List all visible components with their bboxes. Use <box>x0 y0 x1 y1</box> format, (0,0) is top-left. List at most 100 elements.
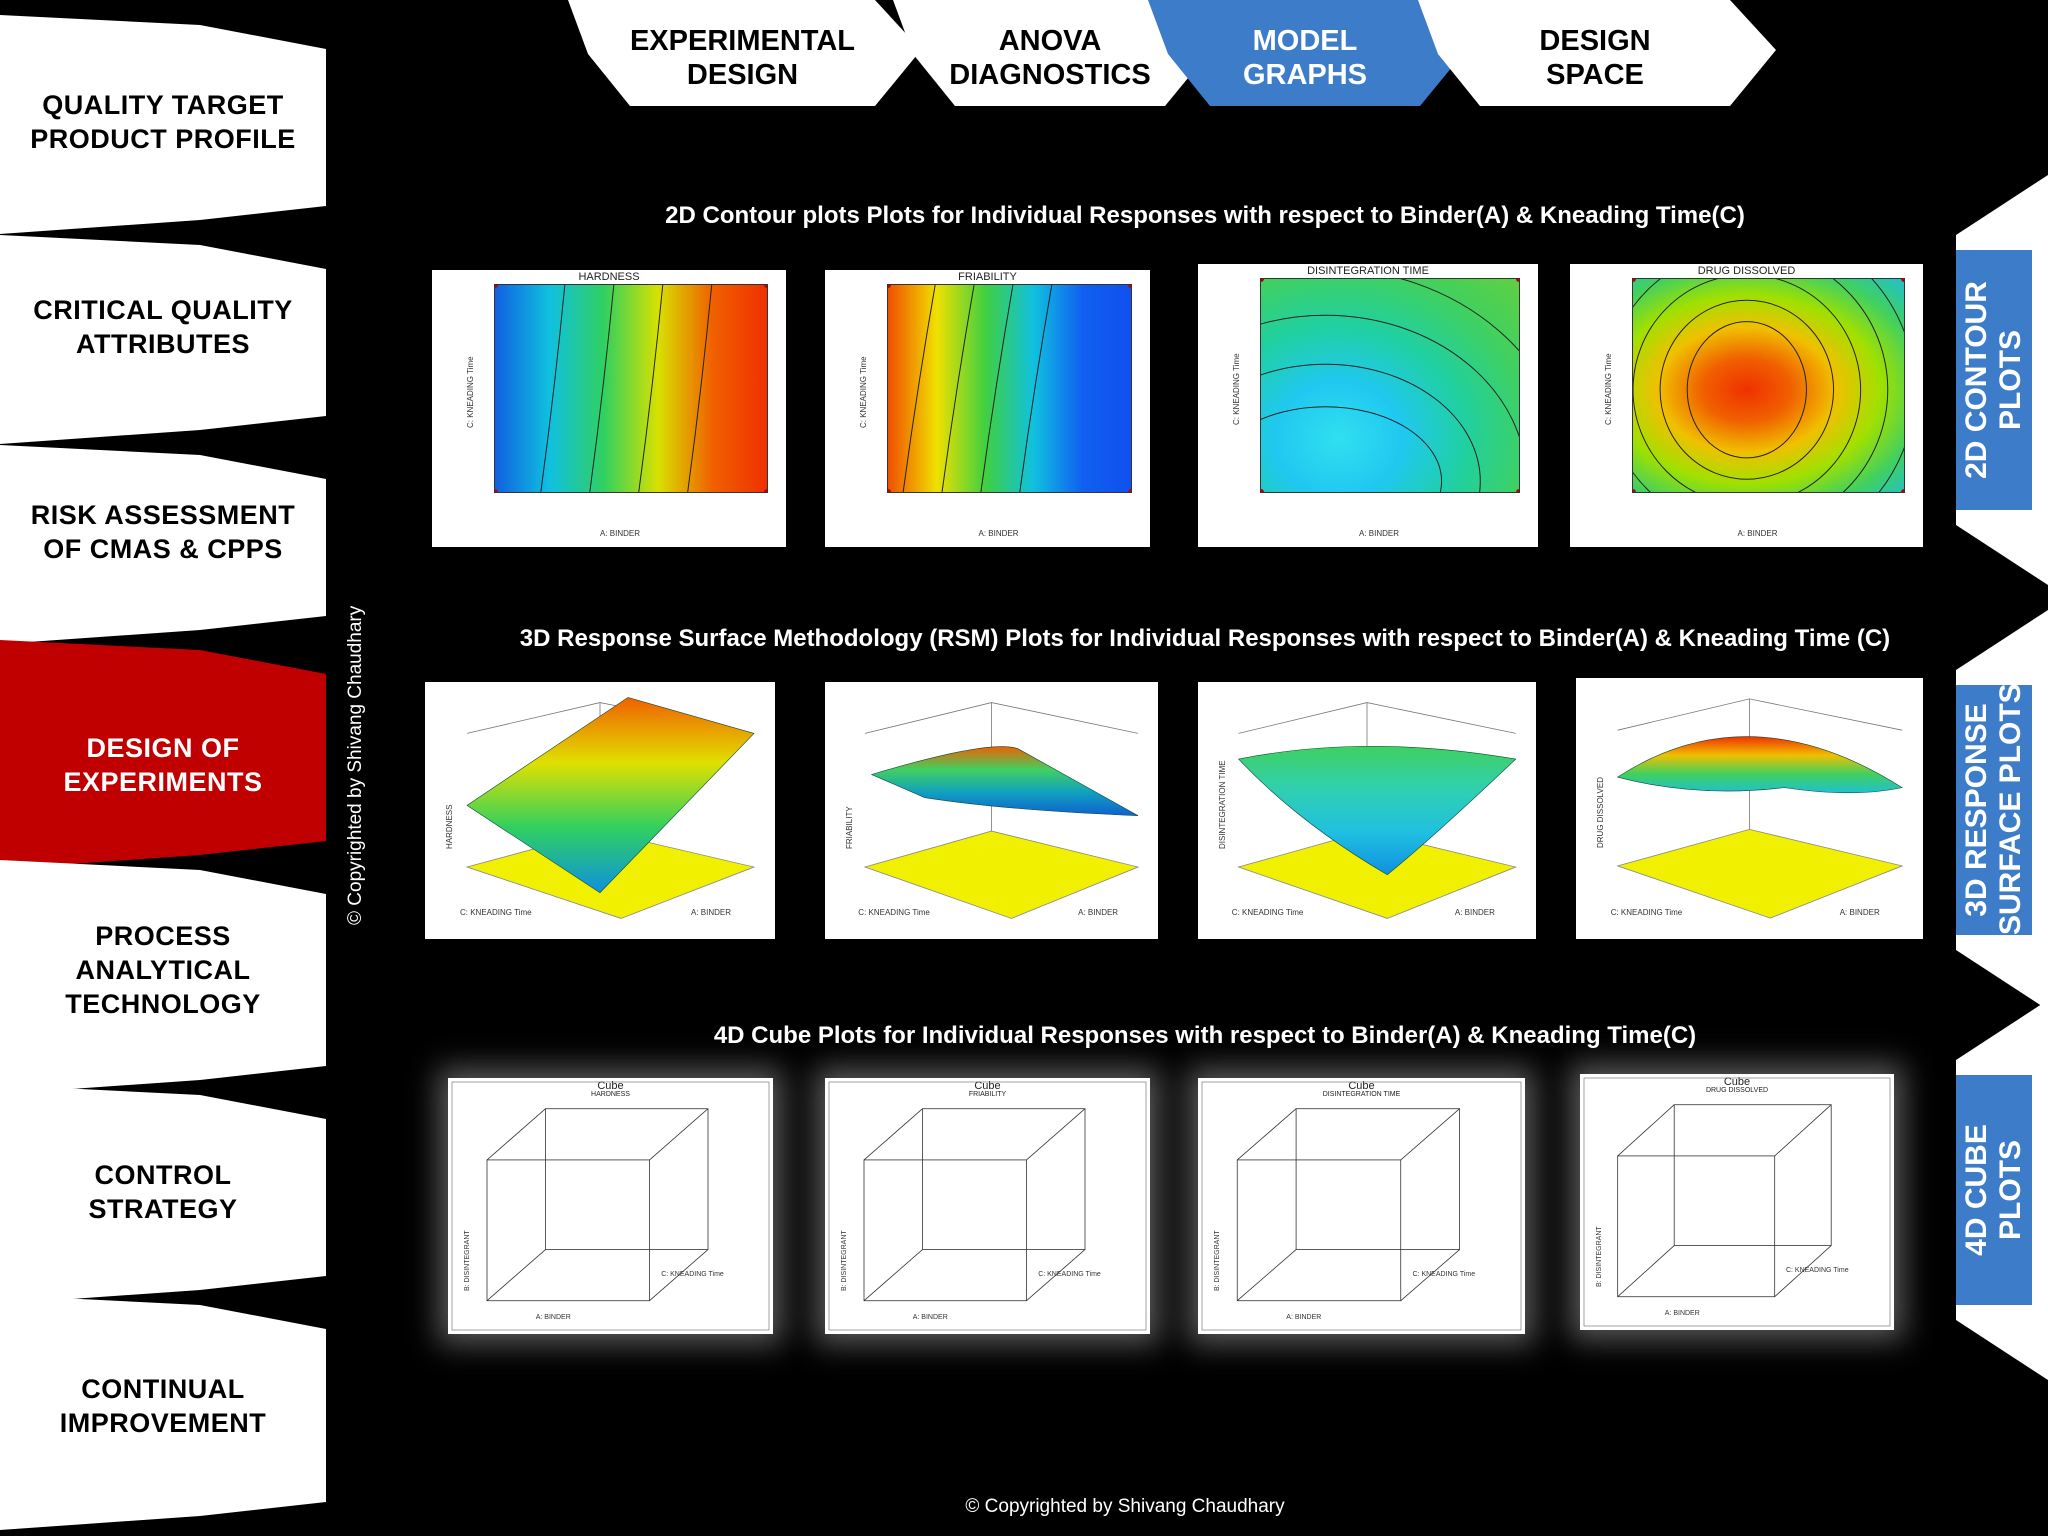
rsm-surface <box>1237 745 1517 876</box>
right-tab-label: 3D RESPONSE SURFACE PLOTS <box>1960 683 2028 935</box>
design-point <box>1901 279 1904 282</box>
rsm-plot-panel: A: BINDER C: KNEADING Time HARDNESS <box>425 682 775 939</box>
left-nav-item-2[interactable]: RISK ASSESSMENT OF CMAS & CPPS <box>0 445 326 650</box>
contour-lines <box>888 285 1131 492</box>
label-line: 4D CUBE <box>1960 1124 1993 1256</box>
label-line: DIAGNOSTICS <box>949 59 1151 91</box>
left-nav-item-3[interactable]: DESIGN OF EXPERIMENTS <box>0 640 326 875</box>
cube-x-label: A: BINDER <box>535 1314 571 1321</box>
cube-front-face <box>863 1159 1027 1302</box>
label-line: STRATEGY <box>88 1194 238 1224</box>
contour-lines <box>1633 279 1904 492</box>
rsm-plot-panel: A: BINDER C: KNEADING Time FRIABILITY <box>825 682 1158 939</box>
left-nav-label: QUALITY TARGET PRODUCT PROFILE <box>0 88 326 156</box>
right-tab-label: 4D CUBE PLOTS <box>1960 1075 2028 1305</box>
top-tab-2[interactable]: MODEL GRAPHS <box>1140 0 1470 108</box>
left-nav-label: CRITICAL QUALITY ATTRIBUTES <box>0 293 326 361</box>
contour-x-label: A: BINDER <box>978 529 1019 538</box>
rsm-y-label: C: KNEADING Time <box>858 908 930 918</box>
right-tab-shape <box>1956 1000 2048 1380</box>
contour-plot-panel: FRIABILITY A: BINDER C: KNEADING Time <box>825 270 1150 547</box>
contour-line <box>1633 279 1862 492</box>
contour-plot-title: HARDNESS <box>578 271 640 283</box>
label-line: ATTRIBUTES <box>76 329 250 359</box>
rsm-x-label: A: BINDER <box>1078 908 1119 918</box>
contour-x-label: A: BINDER <box>1359 529 1400 538</box>
contour-line <box>1659 299 1835 480</box>
label-line: GRAPHS <box>1242 59 1368 91</box>
contour-y-label: C: KNEADING Time <box>859 355 868 428</box>
design-point <box>495 285 498 288</box>
left-nav-label: PROCESS ANALYTICAL TECHNOLOGY <box>0 919 326 1021</box>
contour-lines <box>1261 279 1519 492</box>
label-line: OF CMAS & CPPS <box>43 534 283 564</box>
cube-svg <box>1201 1081 1522 1331</box>
contour-line <box>902 285 936 492</box>
contour-y-label: C: KNEADING Time <box>1604 352 1613 425</box>
design-point <box>1261 279 1264 282</box>
cube-plot-subtitle: FRIABILITY <box>968 1091 1007 1098</box>
cube-edge <box>486 1108 546 1161</box>
cube-frame <box>1201 1081 1522 1331</box>
cube-plot-panel: Cube DRUG DISSOLVED A: BINDER C: KNEADING T… <box>1580 1074 1894 1330</box>
contour-plot-title: DRUG DISSOLVED <box>1697 265 1796 277</box>
label-line: RISK ASSESSMENT <box>30 500 296 530</box>
contour-plot-area <box>1632 278 1905 493</box>
top-tab-label: EXPERIMENTAL DESIGN <box>560 24 925 92</box>
top-tab-3[interactable]: DESIGN SPACE <box>1410 0 1780 108</box>
rsm-z-label: DISINTEGRATION TIME <box>1218 760 1227 850</box>
label-line: ANOVA <box>998 25 1102 57</box>
vertical-copyright: © Copyrighted by Shivang Chaudhary <box>345 605 366 925</box>
cube-edge <box>1617 1104 1675 1157</box>
cube-svg <box>828 1081 1147 1331</box>
cube-svg <box>1583 1077 1891 1327</box>
rsm-plot-svg <box>465 697 756 919</box>
cube-y-label: B: DISINTEGRANT <box>841 1230 848 1291</box>
label-line: CONTROL <box>94 1160 232 1190</box>
left-nav-item-5[interactable]: CONTROL STRATEGY <box>0 1085 326 1310</box>
contour-line <box>1400 279 1519 352</box>
label-line: MODEL <box>1252 25 1358 57</box>
cube-y-label: B: DISINTEGRANT <box>464 1230 471 1291</box>
contour-line <box>1261 314 1519 438</box>
right-tab-0[interactable]: 2D CONTOUR PLOTS <box>1956 175 2048 585</box>
cube-back-face <box>545 1108 709 1250</box>
top-tab-shape <box>893 0 1211 106</box>
top-tab-0[interactable]: EXPERIMENTAL DESIGN <box>560 0 925 108</box>
rsm-y-label: C: KNEADING Time <box>460 908 532 918</box>
cube-plot-subtitle: DRUG DISSOLVED <box>1705 1087 1769 1094</box>
cube-plot-title: Cube <box>974 1080 1001 1092</box>
top-tab-1[interactable]: ANOVA DIAGNOSTICS <box>885 0 1215 108</box>
left-nav-item-1[interactable]: CRITICAL QUALITY ATTRIBUTES <box>0 235 326 450</box>
contour-plot-panel: HARDNESS A: BINDER C: KNEADING Time <box>432 270 786 547</box>
right-tab-label: 2D CONTOUR PLOTS <box>1960 250 2028 510</box>
cube-z-label: C: KNEADING Time <box>1412 1270 1476 1278</box>
left-nav-item-0[interactable]: QUALITY TARGET PRODUCT PROFILE <box>0 15 326 240</box>
right-tab-1[interactable]: 3D RESPONSE SURFACE PLOTS <box>1956 610 2048 1010</box>
label-line: DESIGN <box>1539 25 1651 57</box>
contour-plot-title: FRIABILITY <box>958 271 1017 283</box>
right-tab-2[interactable]: 4D CUBE PLOTS <box>1956 1000 2048 1380</box>
contour-line <box>540 285 566 492</box>
rsm-surface <box>870 746 1139 816</box>
cube-plot-title: Cube <box>597 1080 624 1092</box>
left-nav-item-6[interactable]: CONTINUAL IMPROVEMENT <box>0 1295 326 1536</box>
contour-line <box>589 285 615 492</box>
rsm-y-label: C: KNEADING Time <box>1231 908 1304 918</box>
left-nav-shape <box>0 445 326 644</box>
left-nav-label: CONTINUAL IMPROVEMENT <box>0 1372 326 1440</box>
cube-plot-subtitle: HARDNESS <box>591 1091 630 1098</box>
left-nav-shape <box>0 640 326 869</box>
cube-y-label: B: DISINTEGRANT <box>1214 1230 1221 1291</box>
top-tab-shape <box>1148 0 1466 106</box>
left-nav-item-4[interactable]: PROCESS ANALYTICAL TECHNOLOGY <box>0 860 326 1100</box>
top-tab-shape <box>568 0 921 106</box>
left-nav-shape <box>0 1295 326 1530</box>
left-nav-shape <box>0 1085 326 1304</box>
cube-edge <box>1026 1108 1086 1161</box>
label-line: PROCESS <box>95 921 231 951</box>
cube-z-label: C: KNEADING Time <box>661 1270 724 1278</box>
cube-front-face <box>1617 1155 1776 1298</box>
rsm-plot-panel: A: BINDER C: KNEADING Time DRUG DISSOLVED <box>1576 678 1923 939</box>
right-tab-shape <box>1956 175 2048 585</box>
